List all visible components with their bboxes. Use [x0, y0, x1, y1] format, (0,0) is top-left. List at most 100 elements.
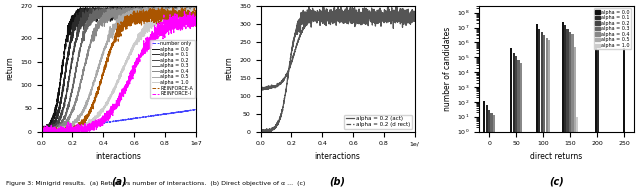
- alpha = 1.0: [113, 84, 120, 86]
- alpha = 0.2 (act): [406, 15, 414, 17]
- Bar: [595, 48, 597, 188]
- Bar: [520, 63, 522, 188]
- Text: Figure 3: Minigrid results.  (a) Return vs number of interactions.  (b) Direct o: Figure 3: Minigrid results. (a) Return v…: [6, 181, 306, 186]
- Y-axis label: return: return: [225, 57, 234, 80]
- alpha = 0.3: [38, 130, 45, 133]
- alpha = 0.0: [45, 125, 53, 128]
- Bar: [623, 48, 625, 188]
- alpha = 0.2 (d rect): [324, 13, 332, 15]
- alpha = 1.0: [38, 130, 45, 132]
- alpha = 0.3: [188, 9, 195, 11]
- Bar: [566, 29, 569, 188]
- REINFORCE-A: [159, 18, 167, 20]
- alpha = 0.5: [38, 130, 45, 132]
- alpha = 0.2 (d rect): [328, 15, 335, 18]
- Text: (c): (c): [549, 177, 564, 187]
- alpha = 0.0: [188, 14, 195, 16]
- REINFORCE-I: [45, 129, 53, 131]
- alpha = 0.2 (act): [257, 130, 264, 133]
- Bar: [538, 29, 541, 188]
- alpha = 1.0: [109, 92, 116, 95]
- Y-axis label: number of candidates: number of candidates: [443, 27, 452, 111]
- Bar: [517, 60, 520, 188]
- Bar: [573, 47, 576, 188]
- alpha = 0.2: [188, 12, 195, 14]
- alpha = 0.2 (act): [378, 20, 386, 23]
- REINFORCE-I: [188, 25, 195, 27]
- Bar: [545, 38, 548, 188]
- REINFORCE-A: [45, 130, 53, 133]
- alpha = 1.0: [188, 14, 195, 16]
- alpha = 0.5: [192, 16, 200, 19]
- alpha = 0.4: [120, 7, 127, 9]
- alpha = 0.4: [109, 10, 116, 13]
- alpha = 1.0: [192, 10, 200, 12]
- alpha = 0.5: [38, 130, 45, 133]
- alpha = 0.1: [159, 13, 167, 15]
- REINFORCE-I: [113, 102, 120, 104]
- alpha = 0.5: [113, 24, 120, 26]
- alpha = 0.2 (d rect): [257, 87, 264, 90]
- number only: [159, 113, 167, 115]
- Bar: [562, 22, 564, 188]
- alpha = 1.0: [175, 7, 182, 9]
- alpha = 0.2 (d rect): [406, 15, 414, 17]
- Bar: [486, 105, 488, 188]
- Line: alpha = 0.2 (act): alpha = 0.2 (act): [260, 8, 415, 132]
- Legend: alpha = 0.0, alpha = 0.1, alpha = 0.2, alpha = 0.3, alpha = 0.4, alpha = 0.5, al: alpha = 0.0, alpha = 0.1, alpha = 0.2, a…: [594, 8, 631, 49]
- alpha = 0.1: [38, 130, 45, 132]
- Bar: [483, 101, 485, 188]
- REINFORCE-A: [188, 10, 195, 12]
- alpha = 0.1: [192, 12, 200, 14]
- Text: (b): (b): [330, 177, 346, 187]
- alpha = 0.5: [188, 11, 195, 14]
- alpha = 0.2 (d rect): [378, 16, 386, 18]
- alpha = 0.2 (d rect): [411, 14, 419, 17]
- REINFORCE-A: [188, 10, 195, 12]
- alpha = 0.0: [188, 7, 195, 9]
- alpha = 0.4: [38, 129, 45, 131]
- alpha = 0.0: [76, 7, 84, 9]
- Bar: [548, 40, 550, 188]
- alpha = 0.1: [109, 11, 116, 14]
- Line: REINFORCE-A: REINFORCE-A: [42, 8, 196, 132]
- Bar: [536, 24, 538, 188]
- alpha = 0.2 (act): [264, 129, 272, 132]
- REINFORCE-I: [109, 111, 116, 113]
- Line: alpha = 0.2: alpha = 0.2: [42, 8, 196, 132]
- alpha = 0.2: [192, 14, 200, 16]
- REINFORCE-I: [188, 15, 195, 17]
- REINFORCE-I: [38, 130, 45, 133]
- alpha = 1.0: [159, 16, 167, 18]
- Legend: number only, alpha = 0.0, alpha = 0.1, alpha = 0.2, alpha = 0.3, alpha = 0.4, al: number only, alpha = 0.0, alpha = 0.1, a…: [150, 39, 195, 98]
- alpha = 0.4: [45, 129, 53, 131]
- alpha = 0.3: [188, 11, 195, 14]
- Bar: [513, 53, 515, 188]
- alpha = 0.3: [113, 9, 120, 11]
- X-axis label: direct returns: direct returns: [531, 152, 582, 161]
- Bar: [488, 110, 490, 188]
- number only: [45, 129, 53, 132]
- Bar: [576, 117, 579, 188]
- alpha = 1.0: [38, 130, 45, 133]
- alpha = 0.3: [100, 7, 108, 9]
- alpha = 0.0: [113, 7, 120, 9]
- alpha = 0.4: [188, 12, 195, 14]
- alpha = 0.2: [38, 130, 45, 133]
- Line: alpha = 1.0: alpha = 1.0: [42, 8, 196, 132]
- alpha = 0.4: [113, 11, 120, 14]
- alpha = 0.3: [109, 8, 116, 10]
- REINFORCE-A: [109, 44, 116, 46]
- REINFORCE-A: [113, 34, 120, 36]
- REINFORCE-A: [192, 17, 200, 19]
- REINFORCE-I: [180, 10, 188, 13]
- Bar: [597, 50, 599, 188]
- alpha = 0.2 (act): [406, 13, 414, 16]
- alpha = 0.2: [38, 130, 45, 133]
- Line: alpha = 0.4: alpha = 0.4: [42, 8, 196, 132]
- alpha = 0.0: [109, 13, 116, 16]
- Line: alpha = 0.5: alpha = 0.5: [42, 8, 196, 132]
- alpha = 0.3: [45, 130, 53, 133]
- Line: alpha = 0.1: alpha = 0.1: [42, 8, 196, 132]
- alpha = 0.3: [192, 13, 200, 15]
